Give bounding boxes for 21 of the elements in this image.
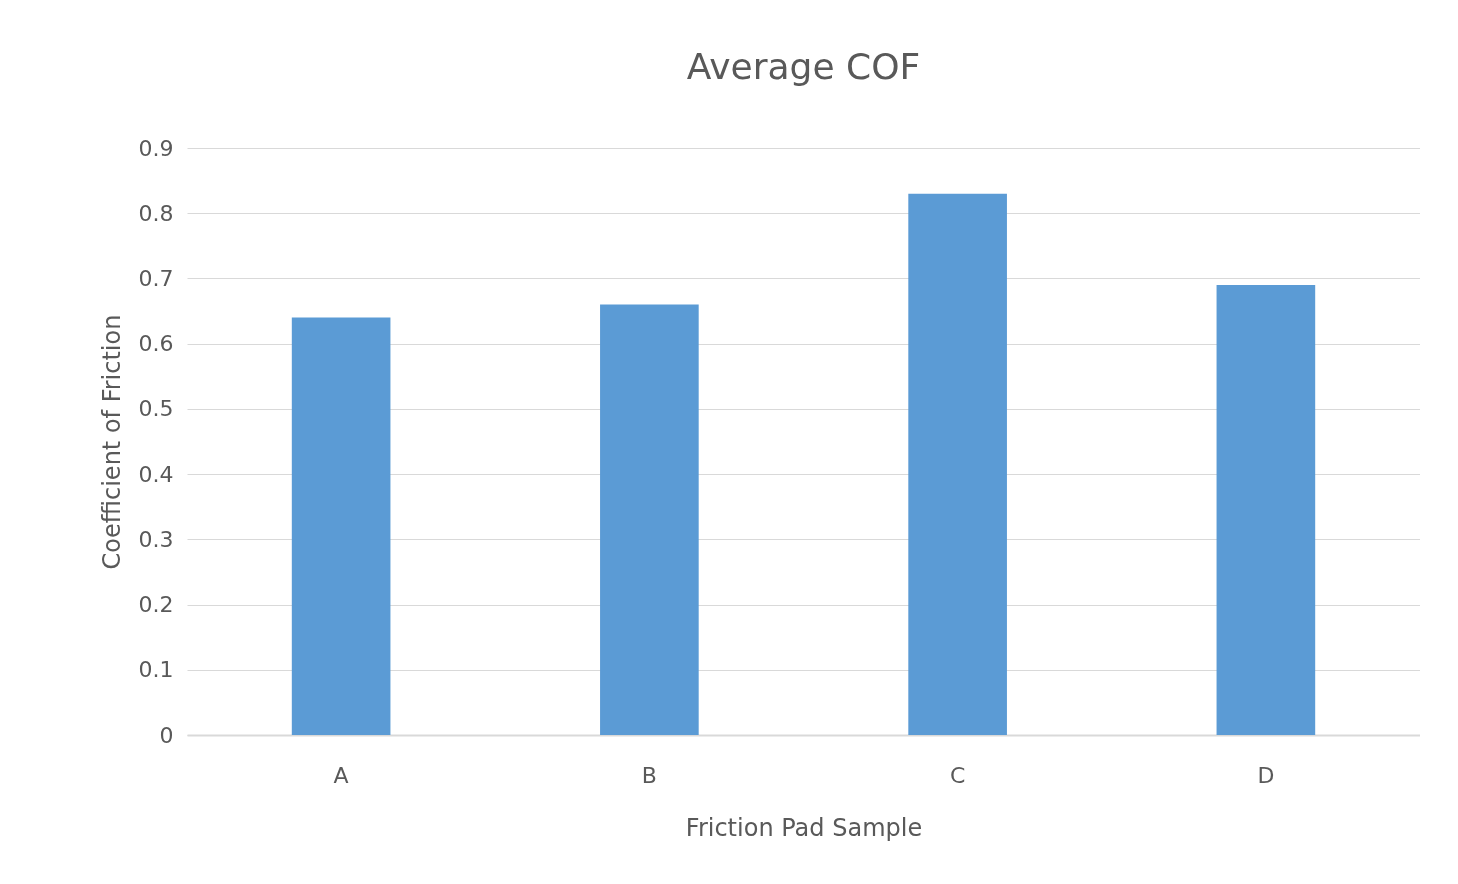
y-tick-label: 0.1 — [138, 657, 174, 683]
chart-title: Average COF — [686, 46, 921, 87]
x-tick-label: D — [1257, 762, 1275, 788]
bar — [908, 193, 1007, 735]
y-tick-label: 0.2 — [138, 592, 174, 618]
bar — [1216, 284, 1316, 735]
x-axis-title: Friction Pad Sample — [685, 813, 923, 842]
y-axis-title: Coefficient of Friction — [97, 314, 126, 570]
y-tick-label: 0.3 — [138, 526, 174, 552]
y-tick-label: 0.8 — [138, 200, 174, 226]
x-tick-label: A — [333, 762, 349, 788]
x-tick-label: C — [949, 762, 966, 788]
x-tick-label: B — [641, 762, 657, 788]
bar — [600, 304, 699, 735]
bar — [291, 317, 391, 735]
y-tick-label: 0.7 — [138, 265, 174, 291]
y-tick-label: 0.5 — [138, 396, 174, 422]
y-tick-label: 0.9 — [138, 135, 174, 161]
y-tick-label: 0 — [159, 722, 174, 748]
y-tick-label: 0.4 — [138, 461, 174, 487]
y-tick-label: 0.6 — [138, 331, 174, 357]
